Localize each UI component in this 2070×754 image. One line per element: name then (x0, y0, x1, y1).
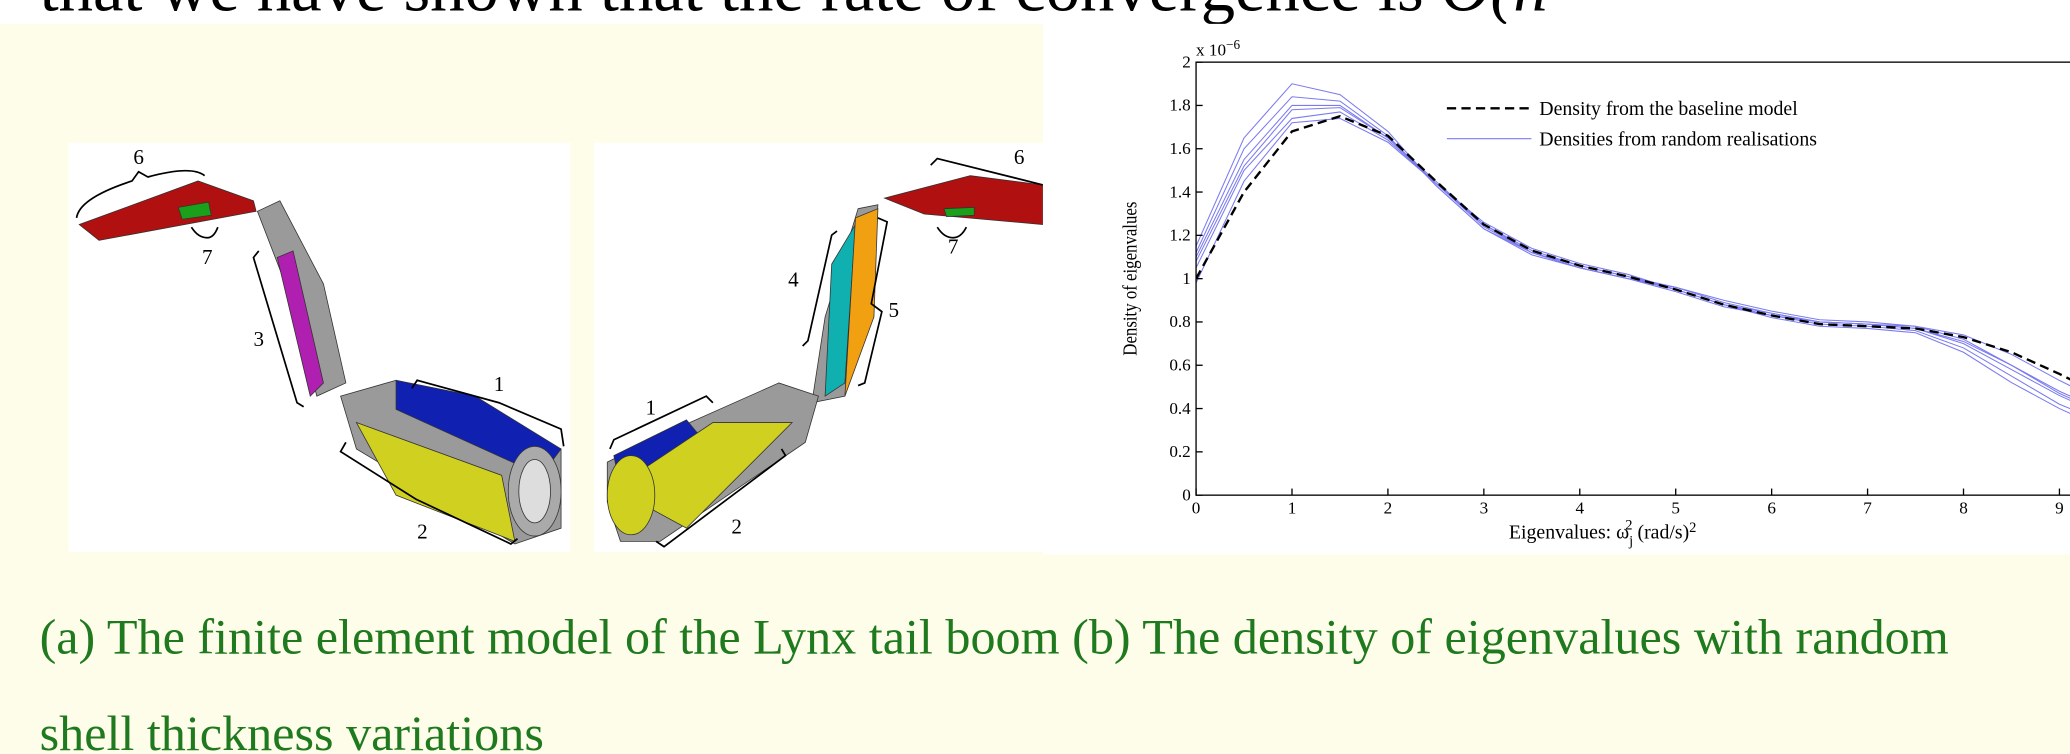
x-tick-label: 0 (1192, 499, 1201, 518)
y-tick-label: 0.2 (1169, 442, 1190, 461)
part-label: 6 (1014, 145, 1025, 169)
part-label: 2 (417, 520, 428, 544)
y-tick-label: 0.8 (1169, 312, 1190, 331)
page: {"header": {"text": "that we have shown … (0, 0, 2070, 754)
x-label-part: 2 (1625, 517, 1632, 533)
x-tick-label: 1 (1288, 499, 1297, 518)
y-tick-label: 0 (1182, 485, 1191, 504)
header-text: that we have shown that the rate of conv… (40, 0, 1548, 26)
y-tick-label: 0.4 (1169, 399, 1191, 418)
x-tick-label: 4 (1575, 499, 1584, 518)
x-tick-label: 5 (1671, 499, 1680, 518)
y-tick-label: 0.6 (1169, 356, 1191, 375)
legend-label: Densities from random realisations (1539, 128, 1817, 150)
legend-label: Density from the baseline model (1539, 98, 1798, 120)
x-tick-label: 8 (1959, 499, 1968, 518)
caption: shell thickness variations (40, 705, 544, 754)
part-label: 5 (888, 298, 899, 322)
x-tick-label: 6 (1767, 499, 1776, 518)
x-tick-label: 2 (1384, 499, 1393, 518)
header-words: that we have shown that the rate of conv… (40, 0, 1424, 26)
part-label: 3 (253, 327, 264, 351)
y-tick-label: 1.8 (1169, 96, 1190, 115)
part-label: 7 (948, 235, 959, 259)
multiplier-base: x 10 (1196, 41, 1226, 60)
x-label-part: (rad/s) (1633, 522, 1690, 544)
part-label: 6 (133, 145, 144, 169)
x-tick-label: 7 (1863, 499, 1872, 518)
part-label: 1 (646, 396, 657, 420)
y-axis-label: Density of eigenvalues (1119, 202, 1141, 356)
figure-a: 6 7 3 1 2 6 7 4 5 1 2 (69, 143, 1043, 552)
y-tick-label: 1.4 (1169, 182, 1191, 201)
part-label: 7 (202, 245, 213, 269)
y-tick-label: 2 (1182, 52, 1191, 71)
part-label: 1 (494, 372, 505, 396)
caption: (a) The finite element model of the Lynx… (40, 609, 1949, 665)
part-label: 4 (788, 268, 799, 292)
y-tick-label: 1.2 (1169, 226, 1190, 245)
y-tick-label: 1 (1182, 269, 1191, 288)
x-tick-label: 9 (2055, 499, 2064, 518)
x-label-part: 2 (1689, 520, 1696, 536)
header-math: O(n (1441, 0, 1548, 26)
x-label-part: Eigenvalues: ω (1509, 522, 1629, 544)
slide: that we have shown that the rate of conv… (0, 0, 2070, 754)
x-tick-label: 3 (1480, 499, 1489, 518)
multiplier-exp: −6 (1226, 37, 1240, 52)
y-tick-label: 1.6 (1169, 139, 1191, 158)
part-label: 2 (731, 514, 742, 538)
